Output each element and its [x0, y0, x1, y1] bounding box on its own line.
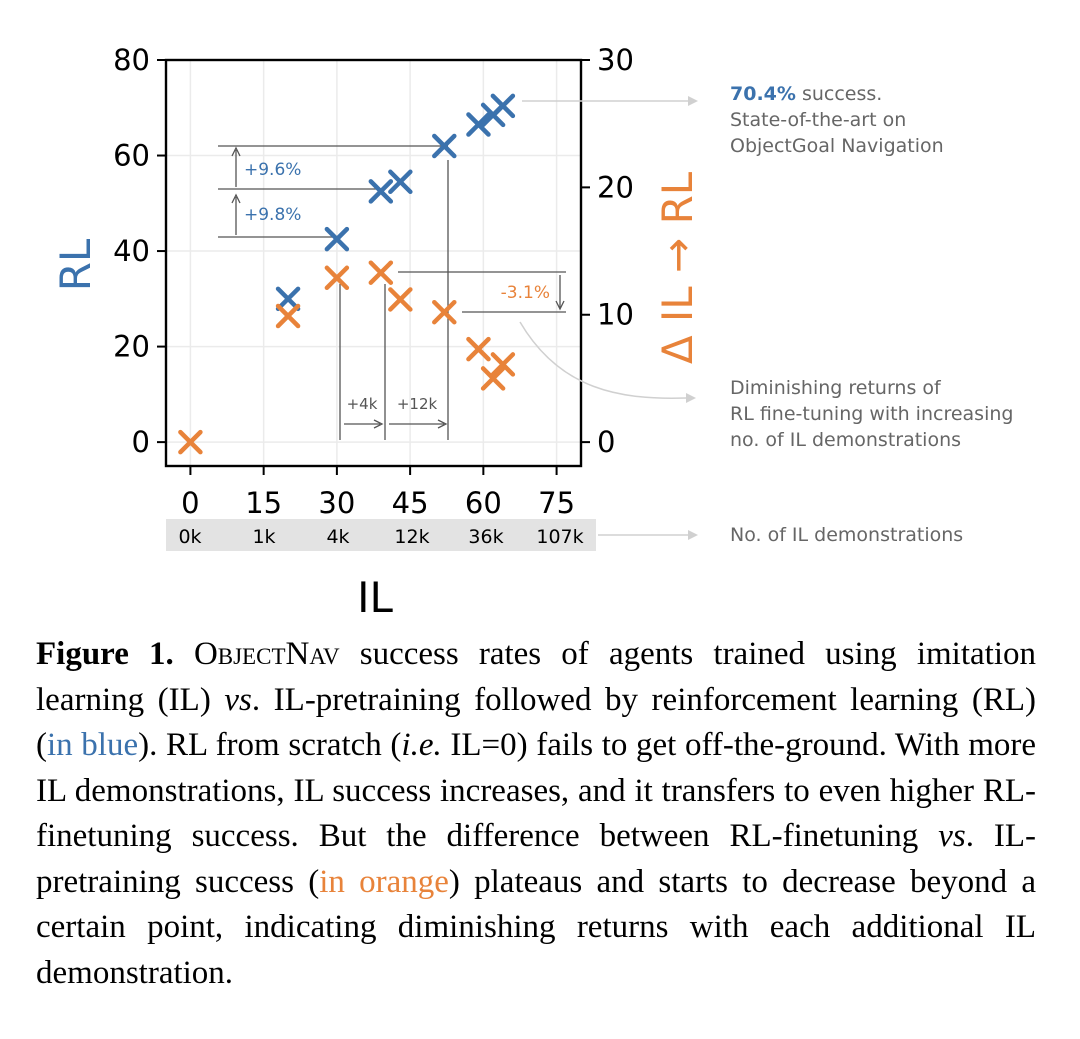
x-axis-title: IL — [357, 573, 393, 620]
caption-vs-2: vs — [938, 818, 966, 854]
marker-stroke — [275, 286, 301, 312]
marker-stroke — [368, 260, 394, 285]
delta-point — [178, 429, 203, 455]
caption-vs-1: vs — [224, 681, 252, 718]
step-label-4k: +4k — [347, 395, 378, 413]
marker-stroke — [388, 169, 413, 195]
annotation-lines — [218, 145, 566, 440]
figure-caption: Figure 1. ObjectNav success rates of age… — [36, 632, 1036, 996]
rl-point — [490, 93, 516, 119]
chart-figure: 0 15 30 45 60 75 0 20 40 60 80 0 10 20 30 0k 1k 4k 12k 36k… — [51, 43, 1013, 620]
caption-part-7: ) plateaus and starts to decrease beyond… — [36, 863, 1036, 991]
caption-in-orange: in orange — [319, 863, 449, 900]
gain-label-top: +9.6% — [244, 160, 301, 180]
marker-stroke — [324, 265, 350, 291]
dim-line-3: no. of IL demonstrations — [730, 429, 961, 451]
caption-objectnav: ObjectNav — [193, 636, 340, 672]
marker-stroke — [490, 352, 516, 377]
demo-tick-label: 4k — [326, 526, 349, 548]
marker-stroke — [432, 133, 457, 159]
y-left-tick-label: 40 — [113, 234, 150, 268]
y-left-tick-label: 80 — [113, 43, 150, 77]
x-tick-label: 75 — [538, 486, 575, 520]
plot-frame — [164, 58, 583, 468]
drop-label: -3.1% — [501, 283, 550, 303]
y-right-tick-label: 10 — [597, 298, 634, 332]
data-markers — [178, 93, 516, 455]
sota-value: 70.4% — [730, 83, 796, 105]
demo-tick-label: 1k — [252, 526, 275, 548]
gain-label-bottom: +9.8% — [244, 205, 301, 225]
demo-tick-label: 36k — [468, 526, 503, 548]
dim-line-2: RL fine-tuning with increasing — [730, 403, 1013, 425]
sota-line-2: State-of-the-art on — [730, 109, 906, 131]
y-right-tick-label: 20 — [597, 170, 634, 204]
caption-part-3: . IL-pretraining followed by reinforceme… — [36, 681, 1036, 764]
rl-point — [324, 226, 350, 252]
y-left-tick-label: 60 — [113, 139, 150, 173]
rl-point — [388, 169, 413, 195]
rl-point — [466, 112, 491, 137]
y-right-tick-label: 0 — [597, 425, 615, 459]
callout-connectors — [519, 96, 698, 540]
y-left-axis-title: RL — [51, 238, 100, 291]
y-left-tick-label: 20 — [113, 330, 150, 364]
marker-stroke — [466, 336, 491, 362]
demo-tick-label: 12k — [394, 526, 429, 548]
marker-stroke — [178, 429, 203, 455]
demo-band — [166, 519, 596, 551]
marker-stroke — [466, 112, 491, 137]
delta-point — [466, 336, 491, 362]
step-label-12k: +12k — [397, 395, 438, 413]
demo-tick-labels: 0k 1k 4k 12k 36k 107k — [178, 526, 583, 548]
caption-part-2: success rates of agents trained using im… — [36, 636, 1036, 718]
x-tick-label: 30 — [318, 486, 355, 520]
caption-in-blue: in blue — [47, 727, 139, 763]
demos-callout: No. of IL demonstrations — [730, 524, 963, 546]
marker-stroke — [432, 299, 457, 325]
x-tick-label: 15 — [245, 486, 282, 520]
axis-ticks: 0 15 30 45 60 75 0 20 40 60 80 0 10 20 30 — [113, 43, 634, 520]
delta-point — [490, 352, 516, 377]
sota-text: success. — [796, 83, 882, 105]
demo-tick-label: 0k — [178, 526, 201, 548]
marker-stroke — [388, 287, 413, 312]
delta-point — [368, 260, 394, 285]
marker-stroke — [368, 179, 394, 204]
marker-stroke — [490, 93, 516, 119]
x-tick-label: 45 — [392, 486, 429, 520]
rl-point — [432, 133, 457, 159]
marker-stroke — [324, 226, 350, 252]
caption-part-6: . IL-pretraining success ( — [36, 818, 1036, 900]
caption-part-4: ). RL from scratch ( — [138, 727, 402, 763]
caption-label: Figure 1. — [36, 636, 174, 672]
delta-point — [432, 299, 457, 325]
rl-point — [368, 179, 394, 204]
caption-part-5: IL=0) fails to get off-the-ground. With … — [36, 727, 1037, 854]
marker-stroke — [480, 366, 506, 391]
caption-ie: i.e. — [401, 727, 442, 763]
delta-point — [275, 303, 301, 329]
delta-point — [324, 265, 350, 291]
demo-tick-label: 107k — [536, 526, 583, 548]
y-left-tick-label: 0 — [132, 425, 150, 459]
sota-callout: 70.4% success. — [730, 83, 882, 105]
x-tick-label: 0 — [181, 486, 199, 520]
delta-point — [388, 287, 413, 312]
y-right-axis-title: Δ IL → RL — [653, 171, 702, 364]
rl-point — [275, 286, 301, 312]
dim-line-1: Diminishing returns of — [730, 377, 942, 399]
y-right-tick-label: 30 — [597, 43, 634, 77]
sota-line-3: ObjectGoal Navigation — [730, 135, 944, 157]
x-tick-label: 60 — [465, 486, 502, 520]
marker-stroke — [275, 303, 301, 329]
delta-point — [480, 366, 506, 391]
